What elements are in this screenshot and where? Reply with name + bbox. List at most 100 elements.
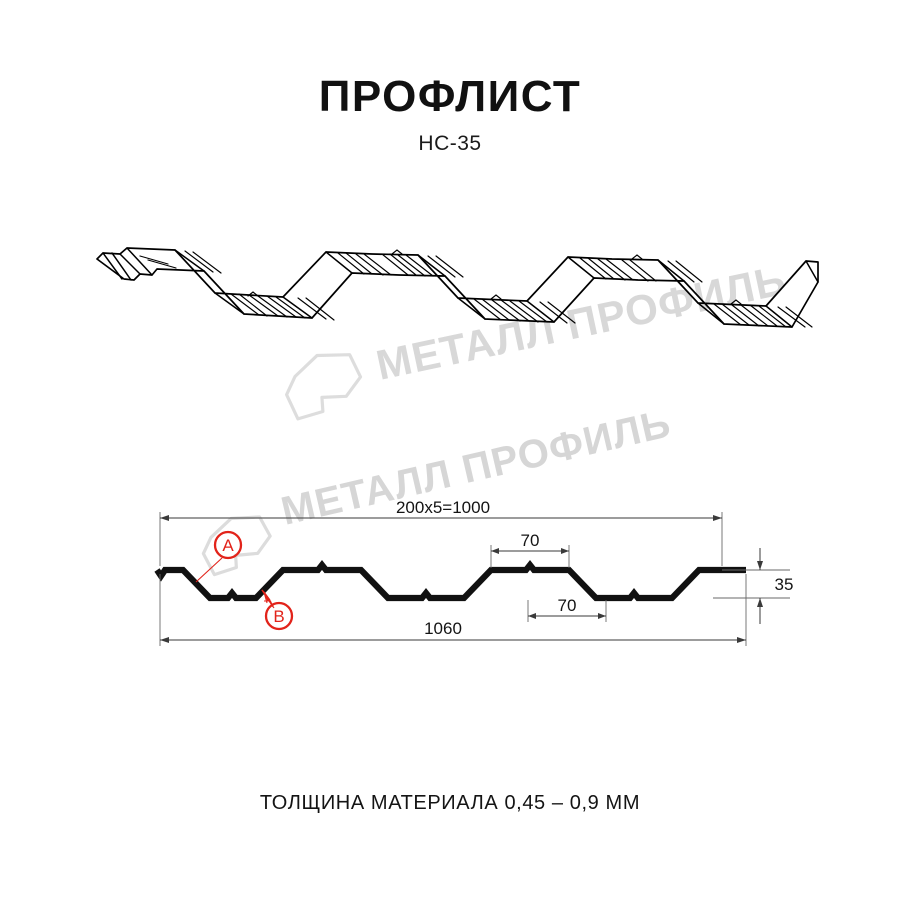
cross-section-view: 200x5=1000 70 70 <box>154 498 793 646</box>
material-thickness-note: ТОЛЩИНА МАТЕРИАЛА 0,45 – 0,9 ММ <box>259 792 641 814</box>
iso-rib-line <box>381 253 409 276</box>
iso-rib-line <box>667 260 695 283</box>
iso-rib-line <box>721 303 750 326</box>
iso-web-line <box>629 259 657 282</box>
dimension-label: 35 <box>775 575 794 594</box>
iso-crest-notch <box>247 291 259 297</box>
dimension-label: 70 <box>521 531 540 550</box>
iso-depth-line <box>417 254 446 277</box>
dimension-arrow <box>737 637 746 643</box>
iso-crest-notch <box>631 254 643 260</box>
iso-end-rib-3 <box>119 253 141 275</box>
iso-web-line <box>139 255 169 265</box>
dimension-arrow <box>160 515 169 521</box>
iso-depth-line <box>657 259 685 282</box>
iso-rib-line <box>785 306 813 328</box>
iso-depth-line <box>805 260 819 283</box>
iso-web-line <box>147 259 177 269</box>
dimension-label: 1060 <box>424 619 462 638</box>
iso-crest-notch <box>391 249 403 255</box>
dimension-pitch-total: 200x5=1000 <box>159 498 723 566</box>
dimension-overall-width: 1060 <box>159 574 747 646</box>
callout-a-label: A <box>222 536 234 555</box>
callout-b[interactable]: B <box>261 589 294 631</box>
iso-rib-line <box>297 297 327 320</box>
isometric-profile-view <box>96 247 819 328</box>
iso-depth-line <box>174 249 205 272</box>
callout-b-stem <box>261 589 272 604</box>
iso-web-line <box>731 304 760 327</box>
iso-rib-line <box>305 297 335 321</box>
profile-outline <box>154 560 746 602</box>
iso-depth-line <box>697 302 725 325</box>
iso-rib-line <box>481 298 510 321</box>
dimension-profile-height: 35 <box>713 548 793 624</box>
iso-rib-line <box>184 250 214 273</box>
dimension-arrow <box>160 637 169 643</box>
iso-web-line <box>405 254 434 277</box>
title-block: ПРОФЛИСТ НС-35 <box>0 72 900 156</box>
iso-rib-line <box>427 255 456 278</box>
iso-web-line <box>266 295 297 318</box>
watermark-isometric: МЕТАЛЛ ПРОФИЛЬ <box>284 256 790 421</box>
iso-web-line <box>397 254 426 277</box>
iso-web-line <box>491 299 521 322</box>
iso-web-line <box>518 300 548 323</box>
dimension-top-flange: 70 <box>490 531 570 568</box>
iso-web-line <box>355 253 384 276</box>
iso-web-line <box>363 253 392 276</box>
iso-rib-line <box>777 306 806 328</box>
iso-web-line <box>749 304 778 327</box>
iso-web-line <box>257 295 288 318</box>
dimension-arrow <box>757 598 763 607</box>
iso-depth-line <box>214 292 245 315</box>
dimension-label: 200x5=1000 <box>396 498 490 517</box>
dimension-arrow <box>528 613 536 619</box>
iso-web-line <box>248 294 279 317</box>
callout-a-circle <box>213 530 243 560</box>
iso-web-line <box>500 299 530 322</box>
iso-web-line <box>758 305 787 328</box>
iso-depth-line <box>325 251 353 274</box>
dimension-arrow <box>561 548 569 554</box>
iso-web-line <box>621 259 649 282</box>
dimension-bottom-flange: 70 <box>527 596 607 622</box>
iso-rib-line <box>539 301 568 324</box>
iso-rib-line <box>579 257 607 280</box>
dimension-arrow <box>598 613 606 619</box>
watermark-logo-icon <box>201 515 272 577</box>
iso-rib-line <box>238 293 268 317</box>
iso-rib-line <box>389 253 417 276</box>
iso-rib-line <box>713 303 742 326</box>
callout-b-circle <box>264 601 294 631</box>
dimension-label: 70 <box>558 596 577 615</box>
iso-depth-line <box>457 297 486 320</box>
iso-end-rib-1 <box>102 252 123 280</box>
dimension-arrow <box>491 548 499 554</box>
iso-rib-line <box>675 260 703 283</box>
iso-web-line <box>275 296 306 319</box>
iso-depth-line <box>765 305 793 328</box>
iso-depth-line <box>526 300 555 323</box>
iso-rib-line <box>435 255 464 278</box>
dimension-arrow <box>757 561 763 570</box>
iso-crest-notch <box>730 299 742 305</box>
iso-rib-line <box>192 251 222 274</box>
iso-rib-line <box>473 298 502 321</box>
iso-end-rib-4 <box>126 247 153 276</box>
iso-depth-line <box>282 296 313 319</box>
dimension-arrow <box>713 515 722 521</box>
iso-web-line <box>740 304 769 327</box>
iso-rib-line <box>230 293 260 316</box>
callout-a-leader <box>195 557 223 583</box>
watermark-section: МЕТАЛЛ ПРОФИЛЬ <box>201 401 675 577</box>
iso-end-rib-2 <box>111 252 132 281</box>
iso-crest-notch <box>490 294 502 300</box>
callout-a[interactable]: A <box>195 530 243 583</box>
page-title: ПРОФЛИСТ <box>318 72 582 121</box>
iso-rib-line <box>587 257 615 280</box>
iso-rib-line <box>547 301 576 324</box>
page-subtitle: НС-35 <box>418 132 482 156</box>
